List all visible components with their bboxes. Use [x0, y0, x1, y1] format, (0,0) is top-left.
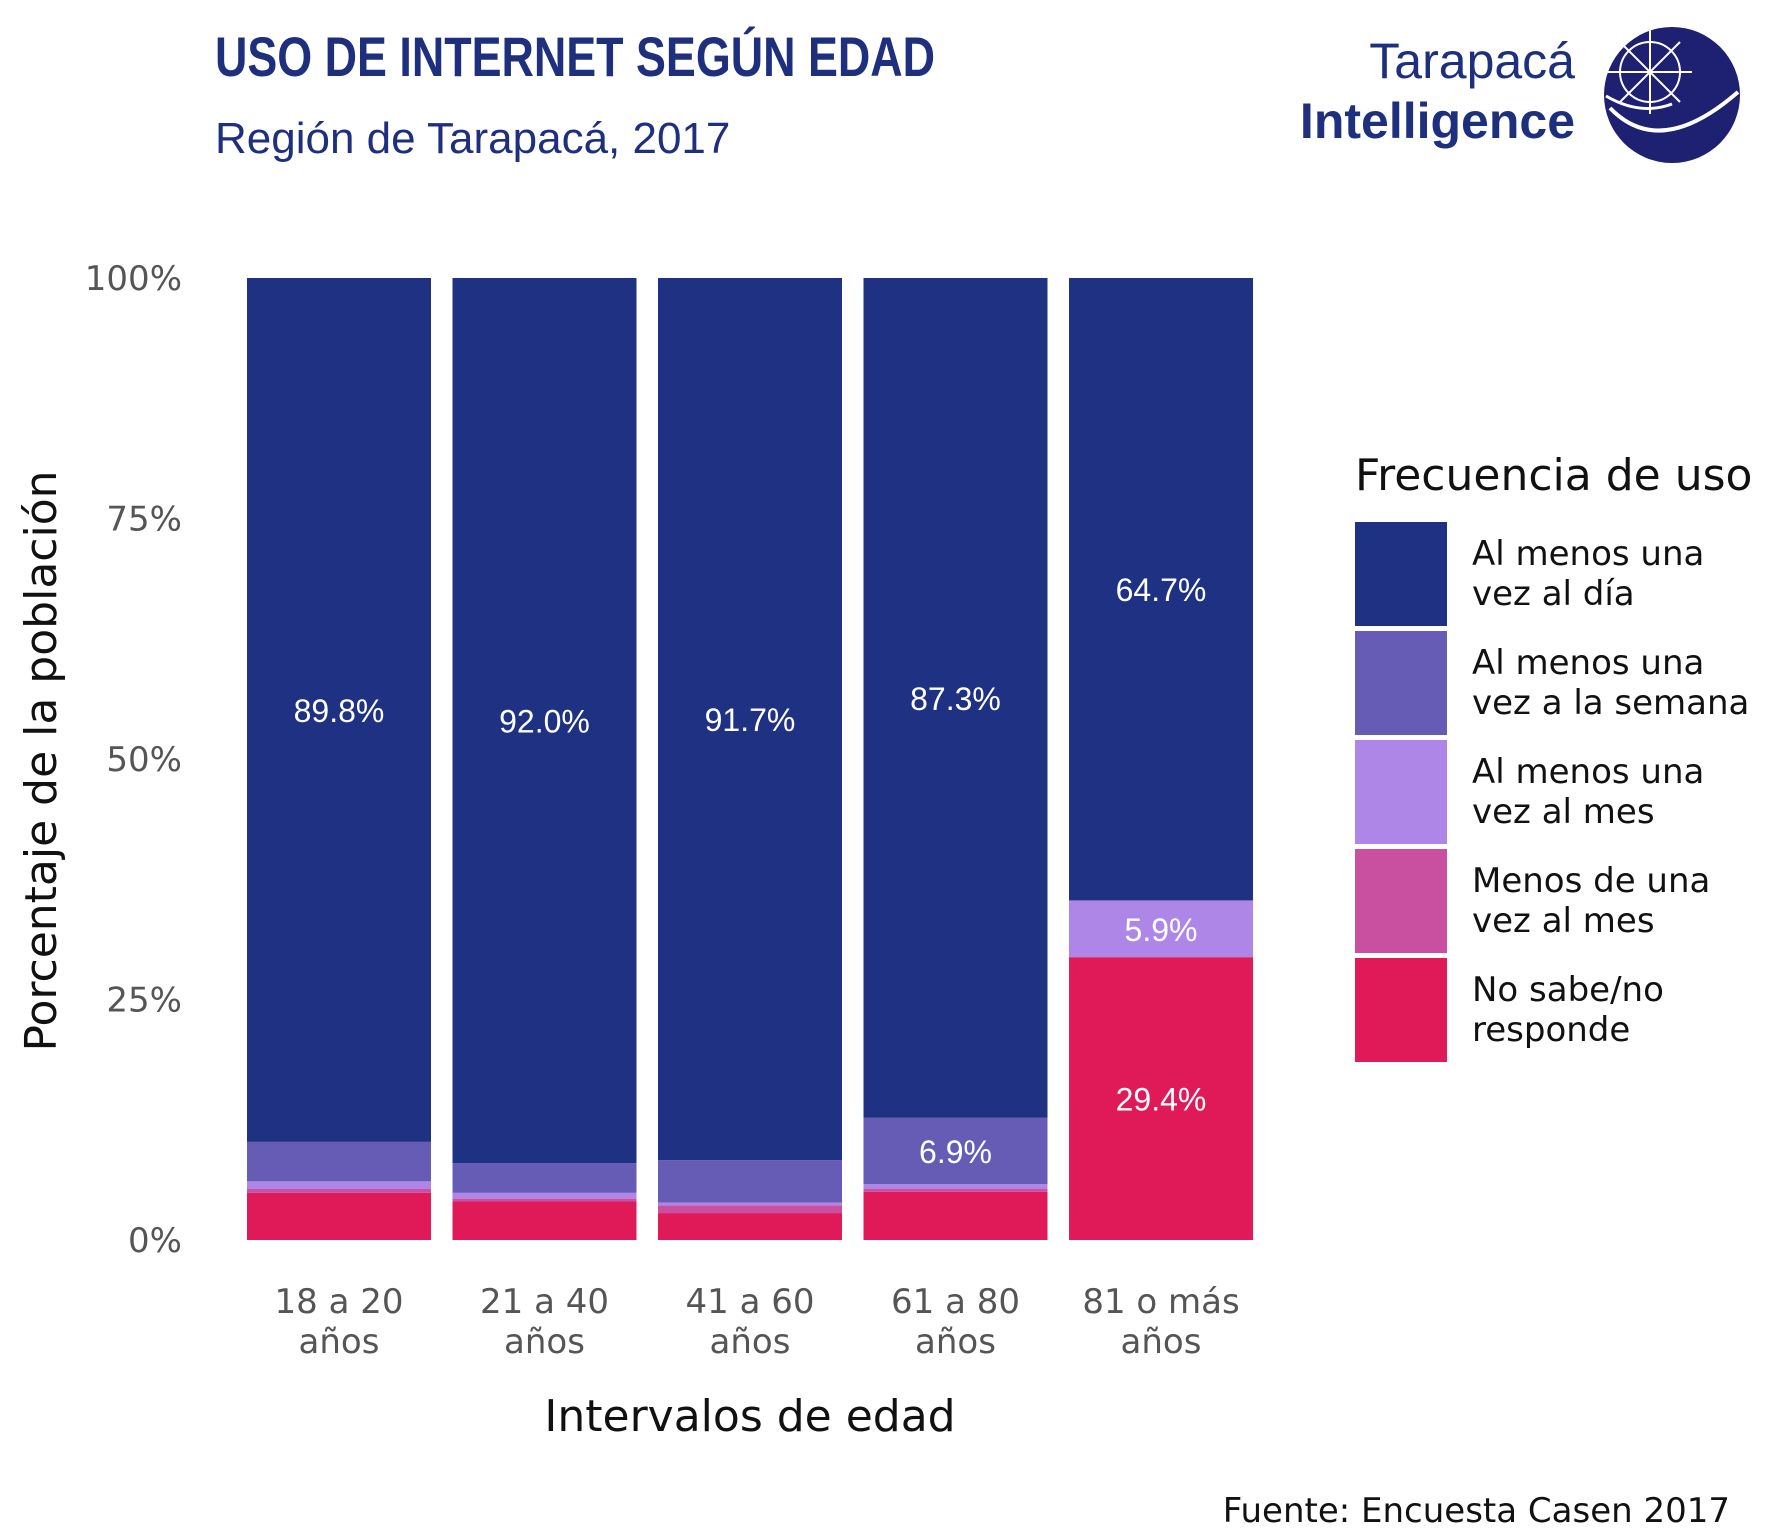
- bar-segment: [1069, 957, 1253, 1240]
- data-label: 6.9%: [919, 1134, 992, 1170]
- data-label: 87.3%: [910, 681, 1001, 717]
- x-tick-label: 21 a 40: [480, 1282, 609, 1322]
- legend-label: vez a la semana: [1472, 683, 1749, 723]
- legend-title: Frecuencia de uso: [1355, 450, 1752, 501]
- bar-segment: [863, 278, 1048, 1118]
- bar-segment: [658, 1160, 842, 1203]
- x-tick-label: 18 a 20: [275, 1282, 404, 1322]
- x-tick-label: años: [710, 1322, 791, 1362]
- legend-label: vez al mes: [1472, 901, 1655, 941]
- globe-icon: [1604, 27, 1740, 163]
- legend-label: Al menos una: [1472, 534, 1704, 574]
- legend-swatch: [1355, 849, 1447, 953]
- x-tick-label: años: [504, 1322, 585, 1362]
- bar-segment: [452, 1192, 637, 1199]
- bar-segment: [452, 1198, 637, 1202]
- logo-line-2: Intelligence: [1300, 93, 1575, 149]
- bar-segment: [247, 1192, 431, 1240]
- bar-segment: [452, 1201, 637, 1240]
- legend-swatch: [1355, 740, 1447, 844]
- bar-segment: [658, 1205, 842, 1214]
- bar-segment: [452, 1163, 637, 1193]
- bar-segment: [452, 278, 637, 1164]
- y-axis-title: Porcentaje de la población: [16, 470, 67, 1051]
- y-axis: 0% 25% 50% 75% 100%: [85, 259, 182, 1261]
- bar-segment: [658, 1213, 842, 1240]
- bar-segment: [247, 1141, 431, 1182]
- data-label: 92.0%: [499, 704, 590, 740]
- brand-logo: Tarapacá Intelligence: [1300, 27, 1740, 163]
- bar-segment: [247, 1189, 431, 1193]
- y-tick-label: 25%: [106, 981, 182, 1021]
- y-tick-label: 75%: [106, 500, 182, 540]
- chart-title: USO DE INTERNET SEGÚN EDAD: [215, 25, 935, 88]
- legend-label: vez al mes: [1472, 792, 1655, 832]
- y-tick-label: 100%: [85, 259, 182, 299]
- bar-segment: [658, 278, 842, 1161]
- bar-segment: [1069, 278, 1253, 901]
- chart-subtitle: Región de Tarapacá, 2017: [215, 114, 730, 163]
- x-tick-label: años: [915, 1322, 996, 1362]
- data-label: 29.4%: [1116, 1082, 1207, 1118]
- legend-swatch: [1355, 631, 1447, 735]
- bar-segment: [863, 1189, 1048, 1192]
- bar-segment: [658, 1202, 842, 1206]
- data-label: 64.7%: [1116, 572, 1207, 608]
- legend-label: responde: [1472, 1010, 1630, 1050]
- legend-label: Menos de una: [1472, 861, 1710, 901]
- x-tick-label: 81 o más: [1082, 1282, 1239, 1322]
- legend-swatch: [1355, 958, 1447, 1062]
- data-label: 89.8%: [294, 693, 385, 729]
- bar-segment: [247, 1181, 431, 1190]
- bar-segment: [863, 1117, 1048, 1185]
- legend-label: Al menos una: [1472, 643, 1704, 683]
- x-tick-label: años: [1121, 1322, 1202, 1362]
- bars: 89.8% 92.0% 91.7% 6.9% 87.3% 29.4% 5.9% 64.7%: [247, 278, 1253, 1240]
- bar-segment: [863, 1191, 1048, 1240]
- x-axis-title: Intervalos de edad: [544, 1391, 955, 1442]
- legend-label: vez al día: [1472, 574, 1635, 614]
- bar-segment: [1069, 900, 1253, 958]
- x-tick-label: años: [299, 1322, 380, 1362]
- data-label: 5.9%: [1125, 912, 1198, 948]
- legend-label: Al menos una: [1472, 752, 1704, 792]
- bar-segment: [863, 1184, 1048, 1190]
- source-note: Fuente: Encuesta Casen 2017: [1223, 1491, 1730, 1531]
- data-label: 91.7%: [705, 702, 796, 738]
- y-tick-label: 50%: [106, 740, 182, 780]
- bar-segment: [247, 278, 431, 1142]
- legend-label: No sabe/no: [1472, 970, 1664, 1010]
- legend-swatch: [1355, 522, 1447, 626]
- x-tick-label: 61 a 80: [891, 1282, 1020, 1322]
- x-tick-label: 41 a 60: [686, 1282, 815, 1322]
- y-tick-label: 0%: [128, 1221, 182, 1261]
- logo-line-1: Tarapacá: [1369, 33, 1575, 89]
